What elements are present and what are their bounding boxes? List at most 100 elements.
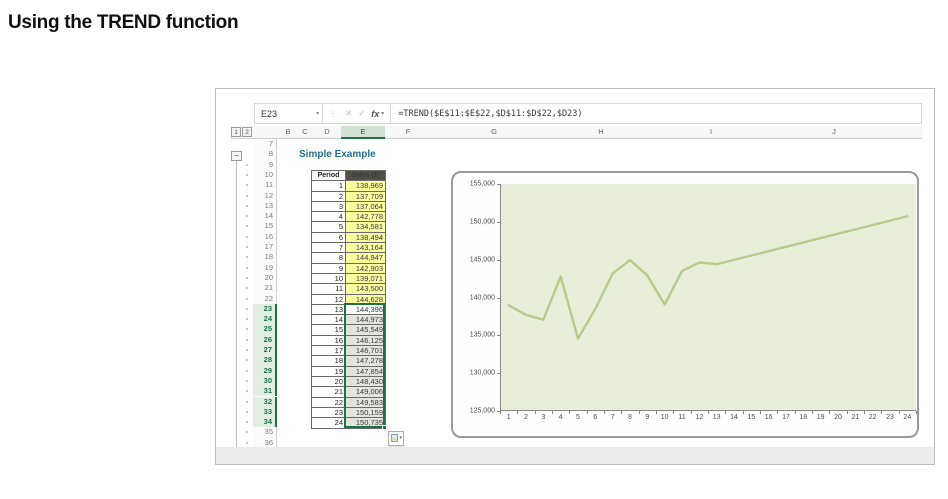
column-header-J[interactable]: J [832, 127, 836, 136]
period-cell[interactable]: 13 [312, 304, 346, 316]
period-cell[interactable]: 2 [312, 191, 346, 202]
row-header-14[interactable]: 14 [253, 211, 277, 222]
period-cell[interactable]: 24 [312, 418, 346, 429]
row-header-19[interactable]: 19 [253, 262, 277, 273]
period-cell[interactable]: 21 [312, 387, 346, 398]
period-cell[interactable]: 4 [312, 212, 346, 223]
autofill-options-button[interactable]: ▾ [388, 431, 404, 446]
insert-function-icon[interactable]: fx ▾ [371, 108, 385, 119]
period-cell[interactable]: 17 [312, 346, 346, 357]
column-header-G[interactable]: G [491, 127, 497, 136]
period-cell[interactable]: 11 [312, 284, 346, 295]
period-cell[interactable]: 3 [312, 201, 346, 213]
column-header-I[interactable]: I [709, 127, 713, 136]
row-header-31[interactable]: 31 [253, 386, 277, 397]
row-header-21[interactable]: 21 [253, 283, 277, 294]
row-header-29[interactable]: 29 [253, 365, 277, 376]
sales-cell[interactable]: 138,969 [346, 181, 385, 192]
row-header-26[interactable]: 26 [253, 334, 277, 345]
period-cell[interactable]: 6 [312, 232, 346, 244]
row-header-22[interactable]: 22 [253, 293, 277, 304]
sales-cell[interactable]: 139,071 [346, 273, 385, 285]
row-header-23[interactable]: 23 [253, 303, 277, 315]
outline-collapse-button[interactable]: − [231, 151, 242, 161]
sales-line-chart[interactable]: 125,000 130,000 135,000 140,000 145,000 150,0… [451, 171, 919, 438]
row-header-12[interactable]: 12 [253, 190, 277, 201]
sales-cell[interactable]: 145,549 [346, 325, 385, 336]
period-cell[interactable]: 23 [312, 407, 346, 419]
cancel-icon[interactable]: ✕ [345, 108, 353, 118]
row-header-20[interactable]: 20 [253, 272, 277, 284]
worksheet[interactable]: − 7 8 9 10 11 12 13 14 15 16 17 18 19 20 21 22 23 24 25 26 2… [231, 139, 922, 448]
fill-handle[interactable] [382, 425, 387, 430]
row-header-15[interactable]: 15 [253, 221, 277, 232]
period-cell[interactable]: 10 [312, 273, 346, 285]
period-cell[interactable]: 16 [312, 335, 346, 347]
row-header-30[interactable]: 30 [253, 375, 277, 387]
row-header-36[interactable]: 36 [253, 437, 277, 448]
row-header-28[interactable]: 28 [253, 355, 277, 366]
sales-cell[interactable]: 146,701 [346, 346, 385, 357]
sales-cell[interactable]: 150,159 [346, 407, 385, 419]
sales-cell[interactable]: 147,278 [346, 356, 385, 367]
row-header-17[interactable]: 17 [253, 242, 277, 253]
formula-input[interactable]: =TREND($E$11:$E$22,$D$11:$D$22,$D23) [398, 108, 583, 119]
row-header-13[interactable]: 13 [253, 200, 277, 212]
sales-cell[interactable]: 143,164 [346, 243, 385, 254]
row-header-9[interactable]: 9 [253, 159, 277, 170]
period-cell[interactable]: 1 [312, 181, 346, 192]
sales-cell[interactable]: 146,125 [346, 335, 385, 347]
sales-cell[interactable]: 149,006 [346, 387, 385, 398]
column-header-E[interactable]: E [341, 126, 385, 139]
sales-cell[interactable]: 138,494 [346, 232, 385, 244]
column-header-D[interactable]: D [324, 127, 330, 136]
period-cell[interactable]: 5 [312, 222, 346, 233]
row-header-18[interactable]: 18 [253, 252, 277, 263]
sales-cell[interactable]: 148,430 [346, 376, 385, 388]
chevron-down-icon[interactable]: ▾ [315, 110, 319, 117]
sales-cell[interactable]: 144,973 [346, 315, 385, 326]
period-cell[interactable]: 22 [312, 397, 346, 408]
column-header-H[interactable]: H [598, 127, 604, 136]
period-cell[interactable]: 18 [312, 356, 346, 367]
row-header-33[interactable]: 33 [253, 406, 277, 418]
sales-cell[interactable]: 134,581 [346, 222, 385, 233]
row-header-11[interactable]: 11 [253, 180, 277, 191]
outline-level-button-1[interactable]: 1 [231, 127, 241, 137]
sales-cell[interactable]: 142,778 [346, 212, 385, 223]
sales-cell[interactable]: 142,903 [346, 263, 385, 274]
column-header-C[interactable]: C [302, 127, 308, 136]
row-header-34[interactable]: 34 [253, 417, 277, 428]
row-header-35[interactable]: 35 [253, 427, 277, 438]
row-header-10[interactable]: 10 [253, 169, 277, 181]
row-header-27[interactable]: 27 [253, 345, 277, 356]
row-header-16[interactable]: 16 [253, 231, 277, 242]
period-cell[interactable]: 15 [312, 325, 346, 336]
enter-icon[interactable]: ✓ [358, 108, 366, 118]
sales-cell[interactable]: 150,735 [346, 418, 385, 429]
period-cell[interactable]: 7 [312, 243, 346, 254]
sales-cell[interactable]: 149,583 [346, 397, 385, 408]
sales-cell[interactable]: 144,947 [346, 253, 385, 264]
period-cell[interactable]: 20 [312, 376, 346, 388]
row-header-32[interactable]: 32 [253, 396, 277, 407]
sales-cell[interactable]: 137,064 [346, 201, 385, 213]
period-cell[interactable]: 14 [312, 315, 346, 326]
row-header-25[interactable]: 25 [253, 324, 277, 335]
column-header-F[interactable]: F [405, 127, 411, 136]
period-cell[interactable]: 8 [312, 253, 346, 264]
row-header-7[interactable]: 7 [253, 139, 277, 150]
period-cell[interactable]: 19 [312, 366, 346, 377]
outline-level-button-2[interactable]: 2 [242, 127, 252, 137]
period-cell[interactable]: 9 [312, 263, 346, 274]
sales-cell[interactable]: 144,628 [346, 294, 385, 305]
sales-cell[interactable]: 137,709 [346, 191, 385, 202]
row-header-8[interactable]: 8 [253, 149, 277, 160]
name-box[interactable]: E23 ▾ [255, 104, 323, 123]
column-header-B[interactable]: B [285, 127, 291, 136]
sales-cell[interactable]: 147,854 [346, 366, 385, 377]
sales-cell[interactable]: 144,396 [346, 304, 385, 316]
period-cell[interactable]: 12 [312, 294, 346, 305]
sales-cell[interactable]: 143,500 [346, 284, 385, 295]
row-header-24[interactable]: 24 [253, 314, 277, 325]
